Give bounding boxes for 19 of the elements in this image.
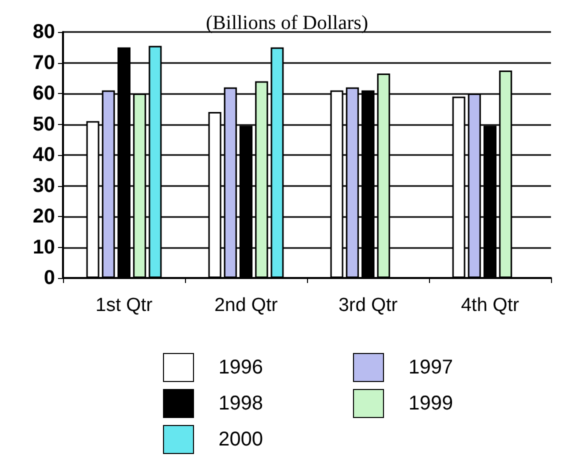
y-tick-label: 20	[32, 206, 55, 228]
y-tick-label: 80	[32, 21, 55, 43]
y-tick-label: 50	[32, 113, 55, 136]
y-tick-label: 10	[32, 236, 55, 258]
x-tick-label: 4th Qtr	[460, 295, 520, 316]
y-tick-label: 70	[32, 52, 55, 74]
x-tick-label: 3rd Qtr	[338, 295, 398, 316]
y-tick-label: 40	[32, 144, 55, 166]
legend-label: 2000	[218, 428, 263, 450]
y-tick-label: 30	[32, 174, 55, 197]
x-tick-label: 2nd Qtr	[214, 295, 278, 316]
y-tick-label: 0	[44, 267, 55, 289]
y-tick-label: 60	[32, 82, 55, 104]
legend-label: 1998	[218, 392, 263, 414]
legend-label: 1997	[408, 356, 453, 378]
chart-title: (Billions of Dollars)	[206, 12, 368, 34]
legend-label: 1999	[408, 392, 453, 414]
x-tick-label: 1st Qtr	[95, 295, 154, 316]
legend-label: 1996	[218, 356, 263, 378]
